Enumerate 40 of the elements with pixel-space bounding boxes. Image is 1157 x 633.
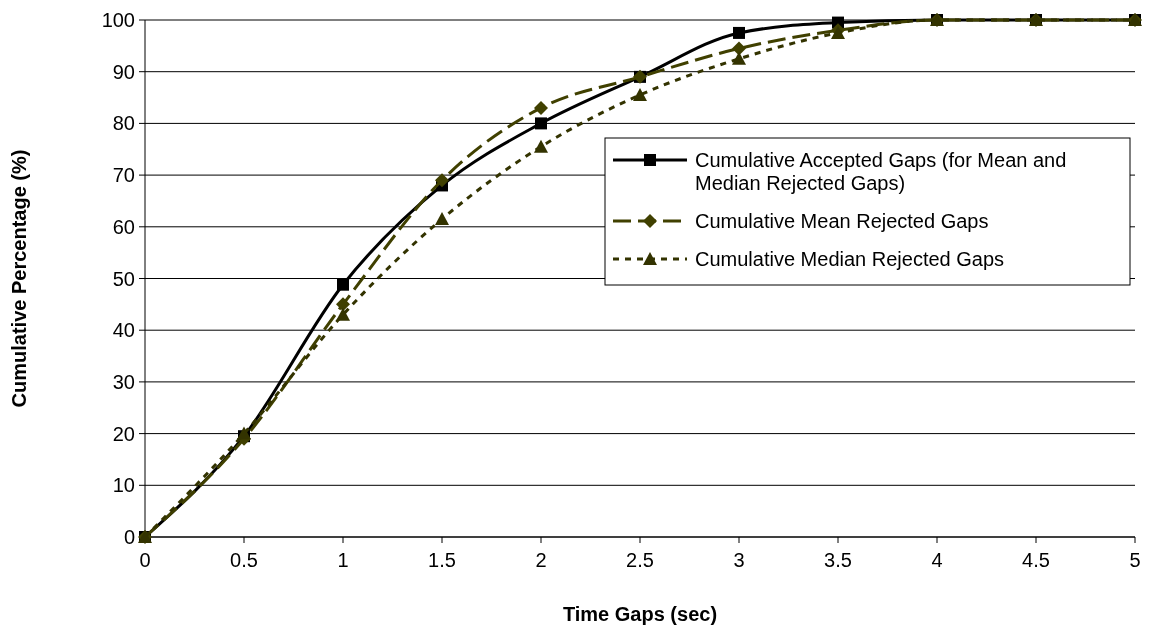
x-tick-label: 2.5 [626,549,654,571]
point [733,26,745,39]
x-tick-label: 4.5 [1022,549,1050,571]
y-tick-label: 50 [112,267,135,290]
y-tick-label: 80 [112,112,135,135]
legend-label: Cumulative Mean Rejected Gaps [695,210,989,232]
x-tick-label: 0.5 [230,549,258,571]
legend-label: Cumulative Median Rejected Gaps [695,248,1005,270]
x-tick-label: 3 [733,549,745,571]
x-tick-label: 3.5 [824,549,852,571]
y-tick-label: 0 [123,526,135,548]
x-tick-label: 1.5 [428,549,456,571]
point [237,426,251,440]
point [534,100,548,115]
x-tick-label: 2 [535,549,547,571]
y-tick-label: 40 [112,319,135,342]
y-tick-label: 90 [112,60,135,83]
y-axis-title: Cumulative Percentage (%) [8,149,30,408]
point [337,278,349,291]
x-tick-label: 1 [337,549,349,571]
x-axis-title: Time Gaps (sec) [562,603,718,625]
point [435,173,449,188]
x-tick-label: 4 [931,549,943,571]
point [535,117,547,130]
y-tick-label: 100 [101,9,135,31]
y-tick-label: 10 [112,474,135,497]
legend-label: Cumulative Accepted Gaps (for Mean and Median Rejected Gaps) [695,149,1067,194]
y-tick-label: 70 [112,164,135,187]
point [435,212,449,226]
y-tick-label: 60 [112,215,135,238]
x-tick-label: 0 [139,549,151,571]
x-tick-label: 5 [1129,549,1141,571]
y-tick-label: 20 [112,422,135,445]
point [633,87,647,101]
point [534,139,548,153]
y-tick-label: 30 [112,370,135,393]
point [732,51,746,65]
point [336,307,350,321]
point [336,297,350,312]
point [732,41,746,56]
